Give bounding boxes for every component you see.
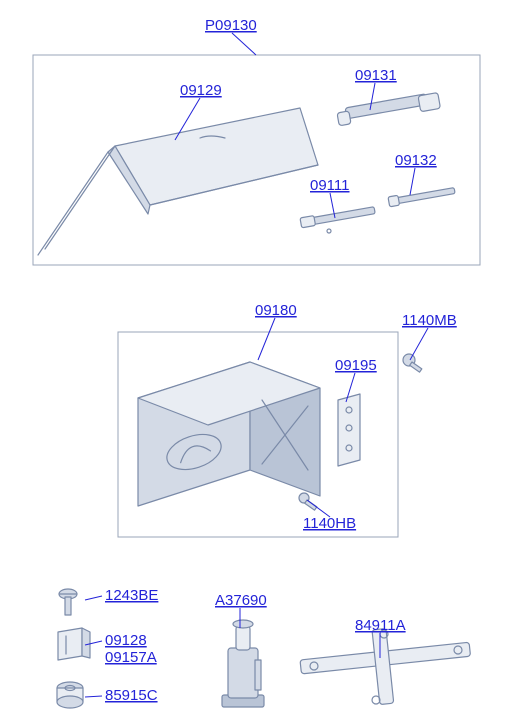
label-09132[interactable]: 09132: [395, 152, 437, 169]
label-84911a[interactable]: 84911A: [355, 617, 406, 634]
label-1243be[interactable]: 1243BE: [105, 587, 158, 604]
label-09129[interactable]: 09129: [180, 82, 222, 99]
part-jack-handle: [300, 207, 375, 233]
label-09195[interactable]: 09195: [335, 357, 377, 374]
label-09131[interactable]: 09131: [355, 67, 397, 84]
label-09157a[interactable]: 09157A: [105, 649, 157, 666]
part-screw-1243be: [59, 589, 77, 615]
label-1140hb[interactable]: 1140HB: [303, 515, 356, 532]
part-strap-84911a: [300, 629, 471, 705]
part-bolt-1140hb: [299, 493, 317, 510]
label-p09130[interactable]: P09130: [205, 17, 257, 34]
label-1140mb[interactable]: 1140MB: [402, 312, 457, 329]
part-tool-case: [138, 362, 320, 506]
part-tool-bag: [38, 108, 318, 255]
label-a37690[interactable]: A37690: [215, 592, 267, 609]
part-socket-wrench: [337, 93, 440, 126]
part-clip-09128: [58, 628, 90, 660]
part-grommet-85915c: [57, 682, 83, 708]
label-09128[interactable]: 09128: [105, 632, 147, 649]
label-09180[interactable]: 09180: [255, 302, 297, 319]
part-jack-a37690: [222, 620, 264, 707]
label-85915c[interactable]: 85915C: [105, 687, 158, 704]
part-bracket: [338, 394, 360, 466]
label-09111[interactable]: 09111: [310, 177, 350, 194]
part-extension-bar: [388, 188, 455, 207]
